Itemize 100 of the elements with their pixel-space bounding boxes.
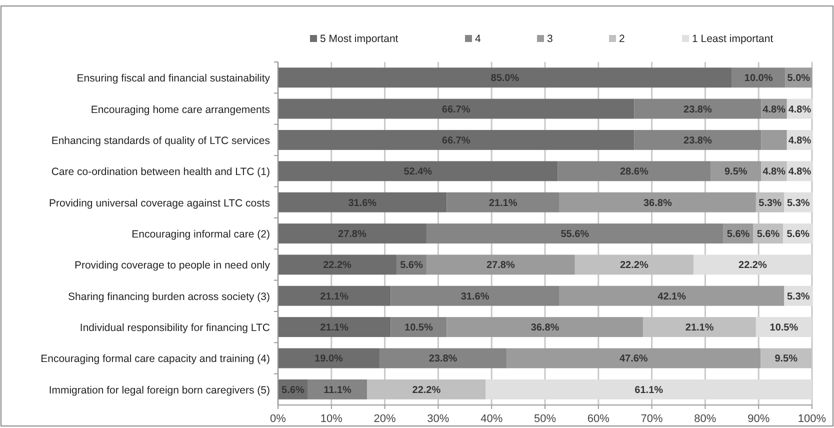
bar bbox=[558, 161, 711, 182]
y-tick-label: Ensuring fiscal and financial sustainability bbox=[76, 72, 271, 85]
y-tick-label: Encouraging home care arrangements bbox=[90, 104, 270, 116]
legend-label: 5 Most important bbox=[320, 33, 398, 45]
data-label: 11.1% bbox=[324, 384, 352, 396]
data-label: 5.6% bbox=[282, 384, 304, 396]
data-label: 47.6% bbox=[619, 354, 648, 365]
bar bbox=[559, 286, 784, 306]
data-label: 22.2% bbox=[323, 260, 352, 272]
bar bbox=[308, 379, 368, 400]
x-tick-label: 10% bbox=[320, 413, 343, 425]
bar bbox=[278, 348, 380, 368]
data-label: 5.3% bbox=[786, 198, 810, 209]
y-tick-label: Individual responsibility for financing LTC bbox=[80, 322, 270, 334]
data-label: 31.6% bbox=[460, 291, 490, 302]
data-label: 85.0% bbox=[490, 73, 520, 84]
data-label: 4.8% bbox=[788, 135, 812, 146]
data-label: 5.3% bbox=[786, 291, 810, 302]
legend-label: 1 Least important bbox=[692, 33, 774, 45]
data-label: 19.0% bbox=[314, 354, 344, 365]
data-label: 23.8% bbox=[684, 135, 712, 146]
data-label: 5.6% bbox=[756, 229, 780, 240]
bar bbox=[426, 224, 724, 244]
data-label: 5.3% bbox=[758, 198, 782, 209]
x-tick-label: 50% bbox=[534, 413, 556, 425]
bar bbox=[278, 130, 634, 150]
data-label: 5.0% bbox=[787, 73, 810, 84]
x-tick-label: 30% bbox=[427, 413, 450, 425]
data-label: 27.8% bbox=[486, 260, 515, 272]
data-label: 21.1% bbox=[320, 291, 349, 302]
bar bbox=[278, 254, 397, 275]
bar bbox=[278, 192, 447, 212]
data-label: 36.8% bbox=[530, 322, 560, 334]
y-tick-label: Encouraging formal care capacity and training (4) bbox=[40, 353, 270, 366]
data-label: 5.6% bbox=[400, 260, 424, 272]
data-label: 10.0% bbox=[744, 73, 773, 84]
y-tick-label: Sharing financing burden across society (3) bbox=[68, 290, 270, 303]
x-tick-label: 60% bbox=[587, 413, 610, 425]
data-label: 27.8% bbox=[338, 229, 367, 240]
legend-label: 3 bbox=[547, 33, 553, 45]
y-tick-label: Immigration for legal foreign born caregivers (5) bbox=[48, 384, 270, 396]
x-tick-label: 0% bbox=[270, 413, 286, 425]
bar bbox=[278, 68, 732, 88]
y-tick-label: Providing universal coverage against LTC costs bbox=[49, 197, 270, 210]
x-tick-label: 70% bbox=[640, 413, 664, 425]
bar bbox=[278, 224, 426, 244]
bar bbox=[426, 254, 575, 275]
data-label: 9.5% bbox=[774, 354, 798, 365]
data-label: 21.1% bbox=[685, 322, 714, 334]
bar bbox=[634, 130, 762, 150]
data-label: 10.5% bbox=[770, 322, 798, 334]
bar bbox=[390, 286, 560, 306]
bar bbox=[278, 98, 634, 119]
data-label: 55.6% bbox=[560, 229, 590, 240]
data-label: 28.6% bbox=[620, 166, 648, 178]
bar bbox=[446, 317, 644, 338]
data-label: 9.5% bbox=[724, 166, 748, 178]
x-tick-label: 40% bbox=[480, 413, 503, 425]
bar bbox=[278, 161, 558, 182]
data-label: 5.6% bbox=[726, 229, 750, 240]
data-label: 21.1% bbox=[488, 198, 518, 209]
data-label: 10.5% bbox=[404, 322, 433, 334]
bar bbox=[756, 317, 812, 338]
data-label: 23.8% bbox=[428, 354, 458, 365]
data-label: 4.8% bbox=[788, 166, 812, 178]
data-label: 4.8% bbox=[762, 104, 786, 116]
data-label: 66.7% bbox=[442, 104, 470, 116]
bar bbox=[693, 254, 812, 275]
y-tick-label: Encouraging informal care (2) bbox=[132, 228, 270, 240]
legend-label: 4 bbox=[475, 33, 481, 45]
bar bbox=[379, 348, 507, 368]
data-label: 22.2% bbox=[412, 384, 441, 396]
data-label: 22.2% bbox=[620, 260, 648, 272]
bar bbox=[710, 161, 762, 182]
bar bbox=[446, 192, 560, 212]
data-label: 4.8% bbox=[788, 104, 812, 116]
data-label: 22.2% bbox=[738, 260, 768, 272]
data-label: 4.8% bbox=[762, 166, 786, 178]
x-tick-label: 80% bbox=[694, 413, 716, 425]
bar bbox=[278, 286, 391, 306]
x-tick-label: 100% bbox=[798, 413, 826, 425]
data-label: 66.7% bbox=[442, 135, 470, 146]
bar bbox=[278, 317, 391, 338]
legend-label: 2 bbox=[619, 33, 625, 45]
data-label: 5.6% bbox=[786, 229, 810, 240]
bar bbox=[634, 98, 762, 119]
data-label: 23.8% bbox=[684, 104, 712, 116]
bar bbox=[506, 348, 761, 368]
data-label: 52.4% bbox=[404, 166, 432, 178]
data-label: 61.1% bbox=[634, 384, 664, 396]
x-tick-label: 20% bbox=[374, 413, 396, 425]
bar bbox=[486, 379, 812, 400]
bar bbox=[559, 192, 756, 212]
x-tick-label: 90% bbox=[748, 413, 770, 425]
data-label: 21.1% bbox=[320, 322, 349, 334]
y-tick-label: Enhancing standards of quality of LTC services bbox=[51, 134, 270, 147]
data-label: 36.8% bbox=[643, 198, 672, 209]
y-tick-label: Providing coverage to people in need only bbox=[74, 260, 271, 272]
data-label: 31.6% bbox=[348, 198, 377, 209]
bar bbox=[761, 130, 787, 150]
